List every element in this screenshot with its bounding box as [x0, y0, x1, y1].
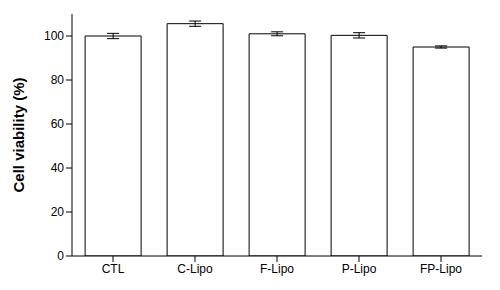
svg-text:CTL: CTL — [102, 262, 125, 276]
svg-text:20: 20 — [51, 205, 65, 219]
svg-text:100: 100 — [44, 29, 64, 43]
svg-text:FP-Lipo: FP-Lipo — [420, 262, 462, 276]
svg-text:40: 40 — [51, 161, 65, 175]
svg-text:Cell viability (%): Cell viability (%) — [10, 77, 27, 192]
svg-text:C-Lipo: C-Lipo — [177, 262, 213, 276]
svg-text:0: 0 — [57, 249, 64, 263]
svg-text:F-Lipo: F-Lipo — [260, 262, 294, 276]
svg-text:60: 60 — [51, 117, 65, 131]
svg-text:80: 80 — [51, 73, 65, 87]
svg-text:P-Lipo: P-Lipo — [342, 262, 377, 276]
